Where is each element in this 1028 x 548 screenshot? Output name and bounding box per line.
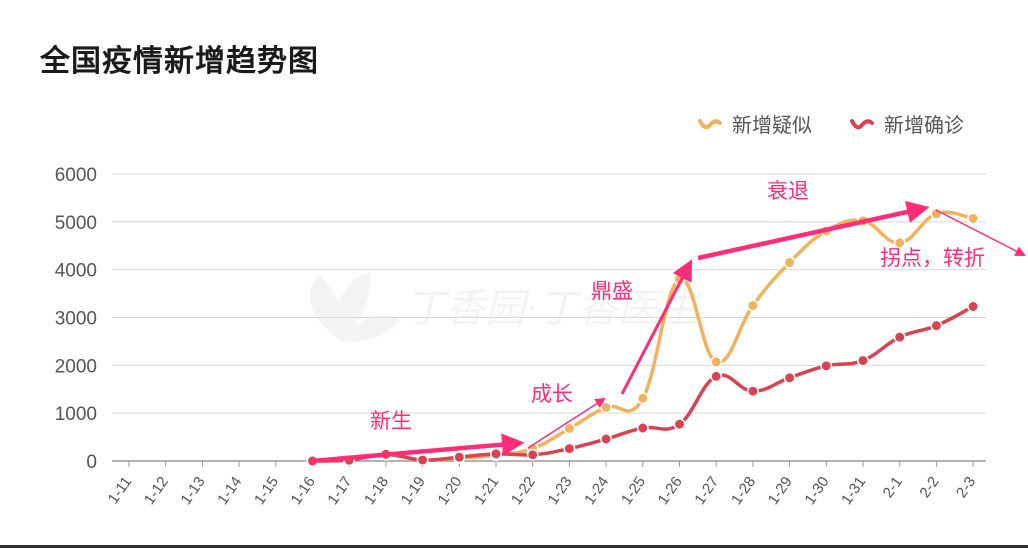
x-tick-label: 2-3	[953, 474, 979, 502]
confirmed-point	[600, 433, 613, 445]
suspected-point	[967, 212, 980, 225]
x-tick-label: 1-26	[655, 474, 686, 508]
x-tick-label: 1-21	[471, 474, 502, 508]
arrow-decline	[697, 200, 930, 261]
suspected-point	[600, 401, 613, 414]
confirmed-point	[636, 422, 649, 434]
suspected-point	[563, 422, 576, 435]
x-tick-label: 1-30	[801, 474, 832, 508]
confirmed-point	[453, 451, 466, 464]
x-tick-label: 1-18	[361, 474, 392, 508]
annotation-birth: 新生	[370, 409, 412, 433]
x-tick-label: 1-20	[434, 474, 465, 508]
x-tick-label: 1-16	[288, 474, 319, 508]
x-tick-label: 1-12	[141, 474, 172, 508]
annotation-decline: 衰退	[767, 179, 809, 203]
confirmed-point	[893, 331, 906, 344]
x-tick-label: 1-27	[691, 474, 722, 508]
watermark-leaf-icon	[309, 272, 400, 342]
confirmed-point	[490, 447, 502, 460]
watermark-text: 丁香园·丁香医生	[405, 286, 701, 332]
arrow-growth	[527, 397, 606, 449]
confirmed-point	[416, 454, 429, 466]
x-tick-label: 1-23	[545, 474, 576, 508]
confirmed-point	[746, 385, 759, 398]
annotation-turning: 拐点，转折	[880, 246, 985, 270]
legend-confirmed-label: 新增确诊	[884, 113, 964, 137]
confirmed-point	[967, 300, 980, 313]
confirmed-point	[783, 371, 796, 384]
confirmed-point	[857, 354, 869, 367]
x-tick-label: 2-1	[880, 474, 906, 502]
page-title: 全国疫情新增趋势图	[40, 44, 319, 79]
y-tick-label: 3000	[55, 309, 97, 330]
x-tick-label: 1-15	[251, 474, 282, 508]
x-tick-label: 1-14	[214, 474, 245, 508]
x-tick-label: 2-2	[916, 474, 942, 502]
bottom-divider	[0, 545, 1028, 548]
legend-suspected-icon	[698, 119, 722, 130]
x-tick-label: 1-19	[398, 474, 429, 508]
y-tick-label: 4000	[55, 261, 97, 282]
suspected-point	[893, 236, 906, 249]
arrow-birth	[311, 433, 525, 464]
confirmed-point	[563, 442, 576, 455]
confirmed-point	[930, 319, 943, 332]
suspected-point	[710, 356, 723, 368]
legend-suspected-label: 新增疑似	[732, 113, 812, 137]
confirmed-point	[820, 359, 833, 372]
legend-confirmed-icon	[850, 119, 874, 130]
y-tick-label: 2000	[55, 356, 97, 377]
y-tick-label: 6000	[55, 165, 97, 186]
x-tick-label: 1-13	[178, 474, 209, 508]
x-tick-label: 1-24	[581, 474, 612, 508]
suspected-point	[783, 256, 796, 269]
x-tick-label: 1-31	[838, 474, 869, 508]
x-tick-label: 1-11	[105, 474, 136, 507]
x-tick-label: 1-28	[728, 474, 759, 508]
suspected-point	[636, 392, 649, 405]
confirmed-point	[710, 370, 723, 383]
confirmed-point	[526, 448, 539, 461]
arrow-turning	[935, 209, 1026, 256]
watermark: 丁香园·丁香医生	[309, 272, 701, 342]
y-tick-label: 5000	[55, 213, 97, 234]
y-tick-label: 0	[86, 452, 97, 473]
y-tick-label: 1000	[55, 404, 97, 425]
suspected-point	[746, 299, 759, 312]
annotation-growth: 成长	[531, 382, 573, 406]
x-tick-label: 1-17	[324, 474, 355, 508]
arrow-peak	[620, 259, 692, 395]
x-tick-label: 1-22	[508, 474, 539, 508]
x-tick-label: 1-25	[618, 474, 649, 508]
confirmed-point	[673, 418, 686, 431]
annotation-peak: 鼎盛	[591, 279, 633, 303]
x-tick-label: 1-29	[765, 474, 796, 508]
